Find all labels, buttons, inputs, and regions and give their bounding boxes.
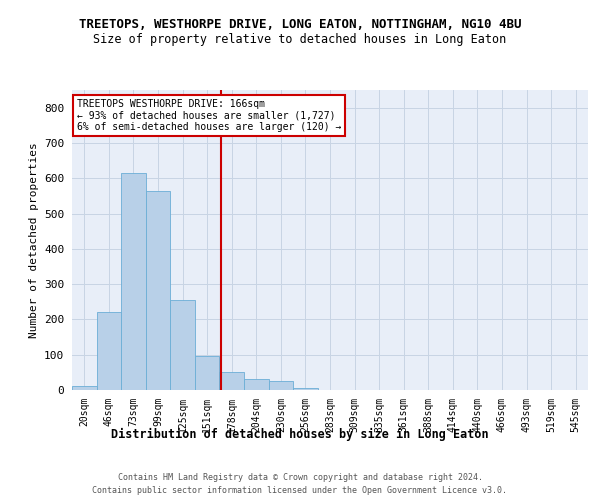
- Text: Distribution of detached houses by size in Long Eaton: Distribution of detached houses by size …: [111, 428, 489, 440]
- Text: Contains HM Land Registry data © Crown copyright and database right 2024.: Contains HM Land Registry data © Crown c…: [118, 472, 482, 482]
- Bar: [72, 386, 97, 390]
- Y-axis label: Number of detached properties: Number of detached properties: [29, 142, 38, 338]
- Bar: [170, 300, 195, 390]
- Bar: [244, 380, 269, 390]
- Text: TREETOPS, WESTHORPE DRIVE, LONG EATON, NOTTINGHAM, NG10 4BU: TREETOPS, WESTHORPE DRIVE, LONG EATON, N…: [79, 18, 521, 30]
- Bar: [195, 356, 220, 390]
- Text: Size of property relative to detached houses in Long Eaton: Size of property relative to detached ho…: [94, 32, 506, 46]
- Text: TREETOPS WESTHORPE DRIVE: 166sqm
← 93% of detached houses are smaller (1,727)
6%: TREETOPS WESTHORPE DRIVE: 166sqm ← 93% o…: [77, 99, 341, 132]
- Bar: [121, 173, 146, 390]
- Text: Contains public sector information licensed under the Open Government Licence v3: Contains public sector information licen…: [92, 486, 508, 495]
- Bar: [97, 312, 121, 390]
- Bar: [146, 190, 170, 390]
- Bar: [269, 381, 293, 390]
- Bar: [220, 372, 244, 390]
- Bar: [293, 388, 318, 390]
